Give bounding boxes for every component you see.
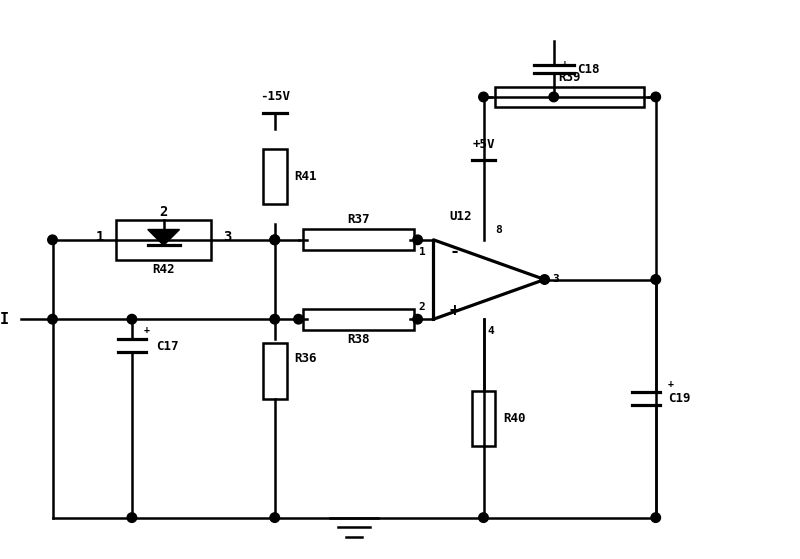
Text: +: + (450, 302, 459, 320)
Circle shape (478, 513, 488, 522)
Text: 2: 2 (159, 205, 168, 219)
Text: 1: 1 (419, 247, 426, 257)
Bar (302, 309, 414, 329)
Text: C19: C19 (668, 392, 690, 405)
Text: 4: 4 (487, 326, 494, 336)
Circle shape (294, 314, 303, 324)
Text: U12: U12 (450, 210, 472, 222)
Circle shape (413, 235, 422, 245)
Circle shape (651, 513, 661, 522)
Circle shape (549, 92, 558, 102)
Text: -15V: -15V (260, 91, 290, 103)
Text: 2: 2 (419, 302, 426, 312)
Circle shape (270, 513, 279, 522)
Text: +5V: +5V (472, 138, 494, 151)
Circle shape (127, 314, 137, 324)
Text: R42: R42 (152, 263, 175, 276)
Text: I: I (0, 312, 9, 326)
Text: R37: R37 (347, 214, 370, 226)
Circle shape (270, 235, 279, 245)
Bar (263, 343, 286, 399)
Text: 3: 3 (553, 274, 559, 285)
Text: R36: R36 (294, 352, 317, 366)
Text: +: + (562, 59, 567, 69)
Circle shape (540, 274, 550, 285)
Text: -: - (450, 243, 459, 260)
Bar (116, 220, 211, 260)
Text: R38: R38 (347, 333, 370, 345)
Circle shape (651, 92, 661, 102)
Circle shape (413, 314, 422, 324)
Text: R41: R41 (294, 170, 317, 183)
Text: R39: R39 (558, 70, 581, 84)
Circle shape (48, 235, 58, 245)
Circle shape (127, 513, 137, 522)
Text: 1: 1 (96, 230, 104, 244)
Bar (302, 230, 414, 250)
Circle shape (48, 314, 58, 324)
Bar (495, 87, 644, 107)
Text: +: + (668, 379, 674, 389)
Polygon shape (148, 230, 179, 245)
Circle shape (270, 314, 279, 324)
Bar (471, 391, 495, 446)
Circle shape (478, 92, 488, 102)
Text: +: + (144, 325, 150, 335)
Text: 8: 8 (495, 225, 502, 235)
Text: R40: R40 (503, 412, 526, 425)
Circle shape (651, 274, 661, 285)
Text: C18: C18 (578, 63, 600, 75)
Circle shape (270, 235, 279, 245)
Text: C17: C17 (156, 340, 178, 353)
Text: 3: 3 (223, 230, 231, 244)
Bar (263, 149, 286, 204)
